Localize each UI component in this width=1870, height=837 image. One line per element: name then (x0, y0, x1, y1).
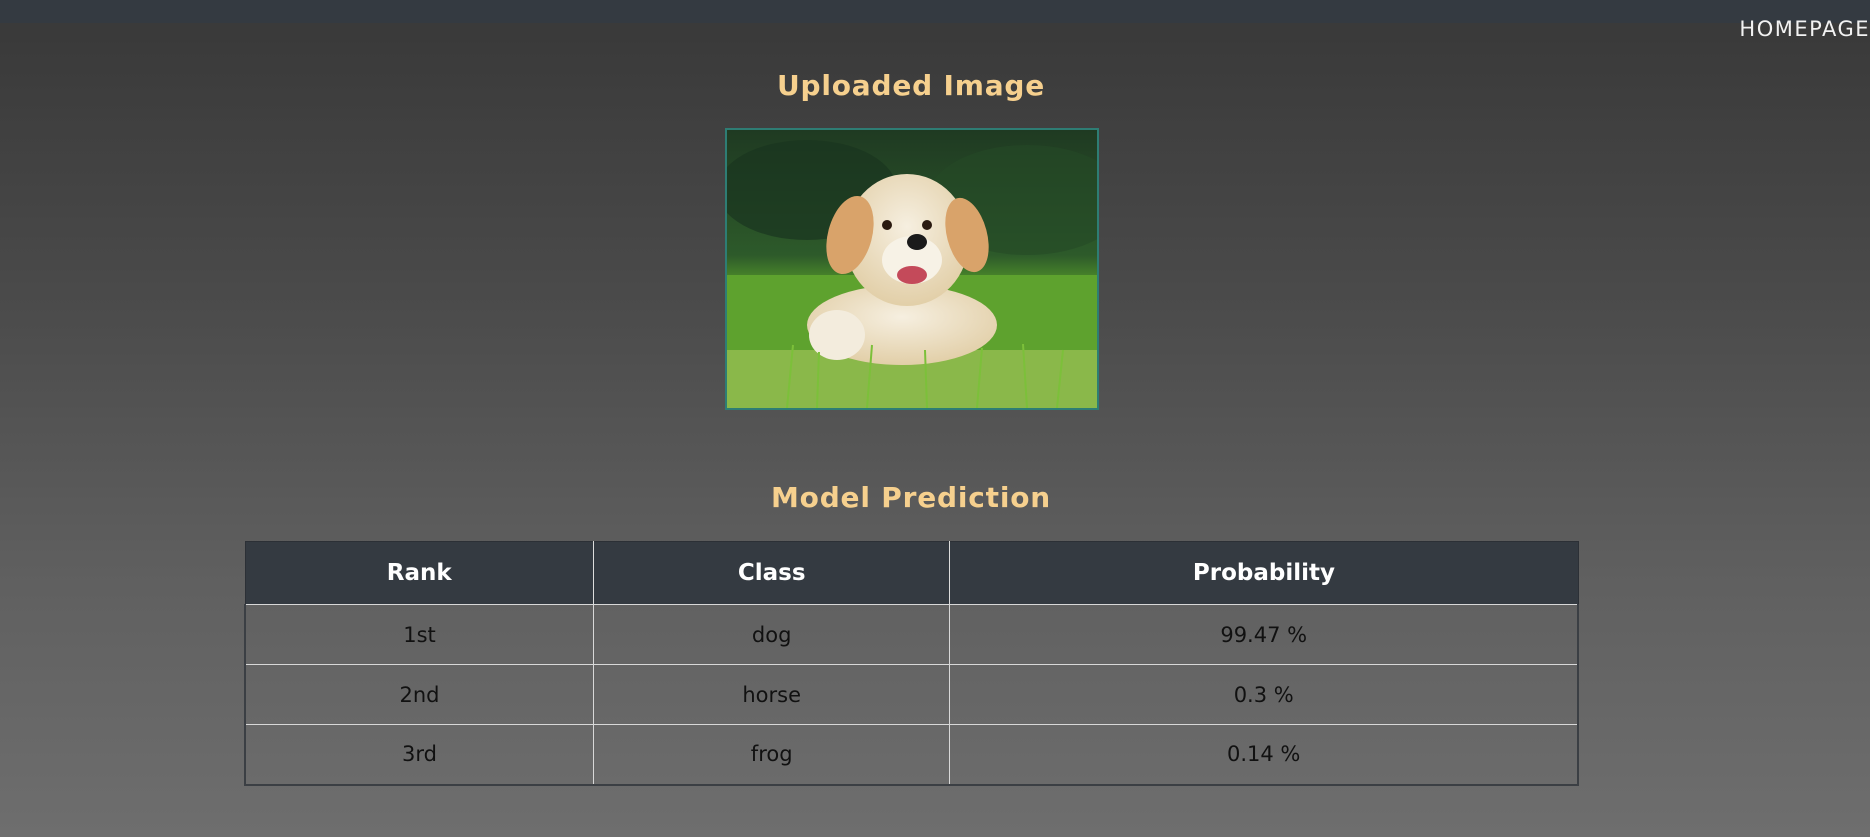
table-header-row: Rank Class Probability (244, 541, 1579, 605)
probability-cell: 99.47 % (949, 604, 1580, 665)
prediction-table: Rank Class Probability 1st dog 99.47 % 2… (243, 541, 1580, 786)
class-cell: dog (592, 604, 951, 665)
table-row: 1st dog 99.47 % (243, 604, 1580, 665)
homepage-link[interactable]: HOMEPAGE (1739, 17, 1870, 41)
probability-cell: 0.14 % (949, 724, 1580, 786)
top-navbar (0, 0, 1870, 23)
puppy-photo (727, 130, 1097, 408)
class-cell: frog (592, 724, 951, 786)
uploaded-image-title: Uploaded Image (776, 69, 1046, 102)
class-cell: horse (592, 664, 951, 725)
rank-cell: 3rd (243, 724, 594, 786)
column-header-probability: Probability (949, 541, 1579, 605)
table-row: 3rd frog 0.14 % (243, 724, 1580, 786)
uploaded-image (725, 128, 1099, 410)
table-row: 2nd horse 0.3 % (243, 664, 1580, 725)
rank-cell: 1st (243, 604, 594, 665)
column-header-class: Class (593, 541, 951, 605)
column-header-rank: Rank (244, 541, 594, 605)
rank-cell: 2nd (243, 664, 594, 725)
model-prediction-title: Model Prediction (771, 481, 1051, 514)
probability-cell: 0.3 % (949, 664, 1580, 725)
